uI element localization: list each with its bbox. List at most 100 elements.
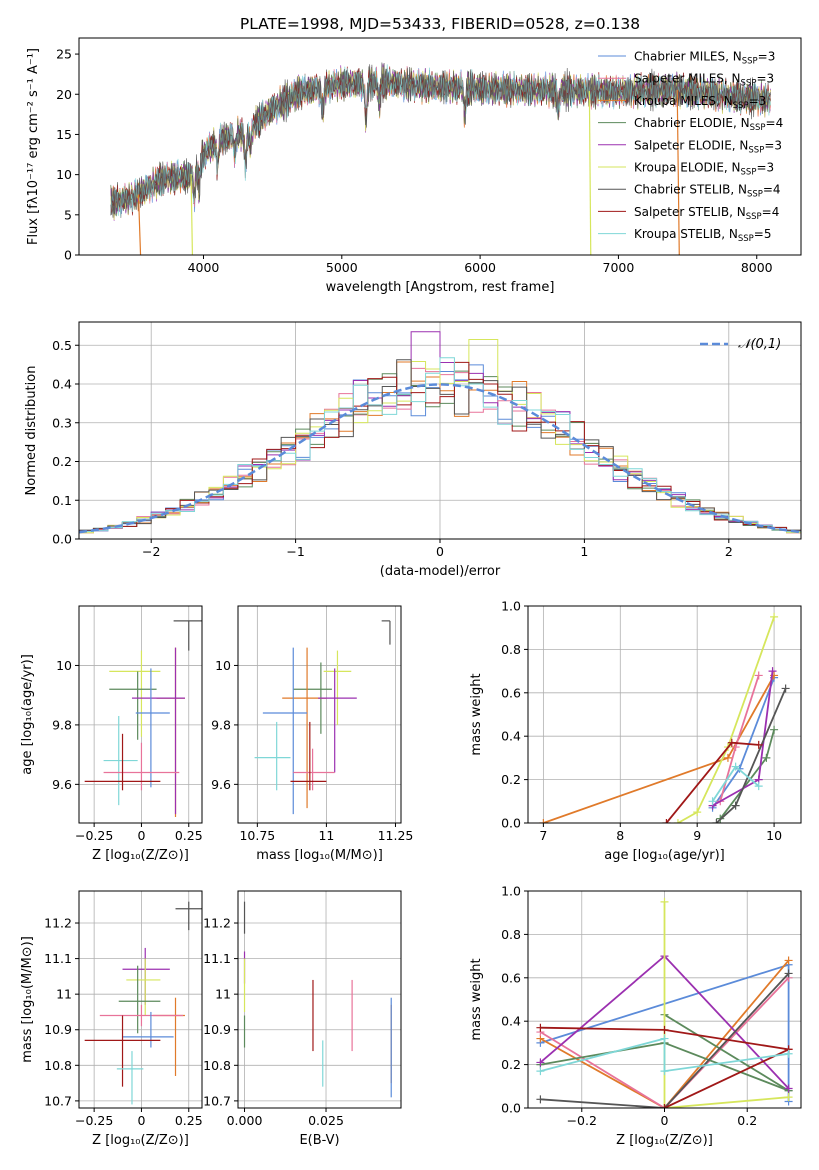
x-tick-label: 0 — [137, 828, 145, 843]
y-axis-label: mass weight — [469, 958, 484, 1040]
weight-marker — [536, 1023, 545, 1032]
x-tick-label: 10 — [766, 828, 782, 843]
legend-count: =4 — [763, 183, 781, 197]
y-tick-label: 0.5 — [52, 338, 72, 353]
legend-label: 𝒩(0,1) — [738, 337, 781, 352]
y-tick-label: 5 — [64, 207, 72, 222]
legend-label: Chabrier STELIB, NSSP=4 — [634, 183, 781, 200]
legend-subscript: SSP — [738, 234, 754, 244]
legend-count: =5 — [754, 227, 772, 241]
y-tick-label: 0.4 — [52, 377, 72, 392]
y-tick-label: 9.6 — [211, 777, 231, 792]
axes-frame — [527, 605, 802, 824]
y-tick-label: 1.0 — [501, 884, 521, 899]
y-tick-label: 11.1 — [44, 951, 72, 966]
x-tick-label: −0.2 — [567, 1113, 597, 1128]
x-axis-label: (data-model)/error — [380, 564, 501, 579]
y-tick-label: 0.1 — [52, 493, 72, 508]
y-tick-label: 11 — [56, 987, 72, 1002]
x-tick-label: −0.25 — [75, 1113, 113, 1128]
data-layer — [539, 612, 790, 823]
axes-frame — [78, 37, 802, 256]
x-tick-label: 0 — [436, 544, 444, 559]
y-tick-label: 10.9 — [44, 1022, 72, 1037]
y-tick-label: 0.8 — [501, 642, 521, 657]
panel-mass_vs_EBV: 0.000 0.025 10.7 10.8 10.9 11 11.1 11.2 E(B-V) — [203, 890, 402, 1148]
weight-line — [715, 688, 787, 823]
y-tick-label: 10 — [56, 167, 72, 182]
weight-marker — [708, 797, 717, 806]
y-tick-label: 10 — [56, 658, 72, 673]
y-tick-label: 0.2 — [52, 454, 72, 469]
y-tick-label: 0.6 — [501, 970, 521, 985]
legend-count: =3 — [758, 50, 776, 64]
weight-marker — [693, 808, 702, 817]
y-tick-label: 0.4 — [501, 1014, 521, 1029]
y-tick-label: 10 — [215, 658, 231, 673]
y-tick-label: 20 — [56, 87, 72, 102]
weight-marker — [536, 1058, 545, 1067]
legend-count: =3 — [756, 72, 774, 86]
weight-marker — [768, 667, 777, 676]
x-tick-label: 0 — [137, 1113, 145, 1128]
data-layer — [84, 901, 202, 1105]
legend-label: Kroupa STELIB, NSSP=5 — [634, 227, 772, 244]
y-tick-label: 10.8 — [203, 1058, 231, 1073]
y-axis-label: Normed distribution — [24, 366, 39, 496]
data-layer — [110, 62, 771, 255]
weight-marker — [784, 969, 793, 978]
panel-weight_vs_Z: −0.2 0 0.2 0.0 0.2 0.4 0.6 0.8 1.0 Z [log₁₀(Z/Z⊙)… — [469, 884, 802, 1148]
weight-marker — [770, 725, 779, 734]
x-tick-label: −0.25 — [75, 828, 113, 843]
weight-marker — [673, 819, 682, 823]
weight-marker — [770, 612, 779, 621]
data-layer — [254, 620, 391, 815]
x-tick-label: 10.75 — [239, 828, 275, 843]
weight-marker — [754, 740, 763, 749]
x-tick-label: −2 — [142, 544, 160, 559]
weight-marker — [727, 738, 736, 747]
x-tick-label: −1 — [286, 544, 304, 559]
y-tick-label: 0.3 — [52, 415, 72, 430]
observed-spectrum-line — [110, 62, 771, 218]
weight-marker — [784, 1049, 793, 1058]
data-layer — [79, 331, 801, 539]
x-axis-label: age [log₁₀(age/yr)] — [604, 848, 725, 863]
y-tick-label: 11 — [215, 987, 231, 1002]
spectrum-drop-line — [676, 89, 680, 255]
x-tick-label: 6000 — [464, 260, 496, 275]
weight-marker — [712, 819, 721, 823]
weight-marker — [754, 671, 763, 680]
legend-count: =3 — [756, 161, 774, 175]
legend-subscript: SSP — [741, 168, 757, 178]
y-axis-label: mass weight — [469, 673, 484, 755]
x-tick-label: 5000 — [326, 260, 358, 275]
y-tick-label: 11.2 — [203, 916, 231, 931]
weight-line — [664, 1048, 789, 1108]
y-tick-label: 0.4 — [501, 729, 521, 744]
y-tick-label: 10.7 — [44, 1093, 72, 1108]
weight-line — [539, 959, 790, 1108]
y-tick-label: 0 — [64, 248, 72, 263]
legend-count: =3 — [764, 138, 782, 152]
y-axis-label: age [log₁₀(age/yr)] — [20, 654, 35, 775]
x-tick-label: 11 — [318, 828, 334, 843]
y-tick-label: 10.8 — [44, 1058, 72, 1073]
legend-subscript: SSP — [750, 123, 766, 133]
x-tick-label: 7 — [539, 828, 547, 843]
weight-marker — [660, 1104, 669, 1108]
x-tick-label: 2 — [725, 544, 733, 559]
spectrum-drop-line — [137, 194, 142, 255]
weight-marker — [539, 819, 548, 823]
x-axis-label: Z [log₁₀(Z/Z⊙)] — [92, 1133, 189, 1148]
weight-marker — [784, 1093, 793, 1102]
x-axis-label: mass [log₁₀(M/M⊙)] — [256, 848, 383, 863]
x-axis-label: Z [log₁₀(Z/Z⊙)] — [616, 1133, 713, 1148]
legend-subscript: SSP — [742, 57, 758, 67]
weight-line — [677, 616, 775, 823]
weight-marker — [731, 762, 740, 771]
x-tick-label: 11.25 — [378, 828, 414, 843]
x-axis-label: E(B-V) — [299, 1133, 339, 1148]
y-tick-label: 11.1 — [203, 951, 231, 966]
